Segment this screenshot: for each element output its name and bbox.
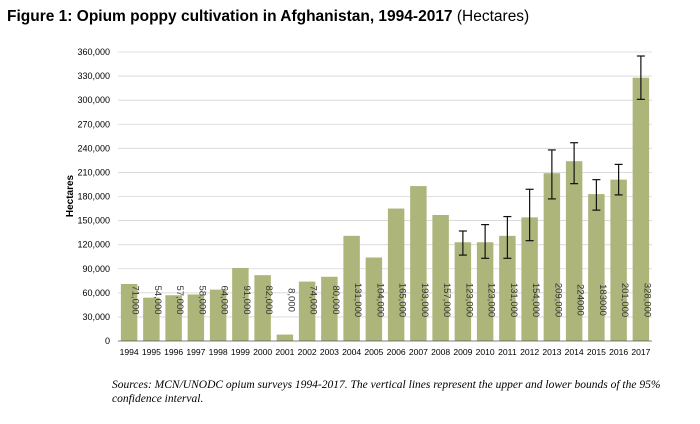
x-tick-label: 2008 <box>431 347 450 357</box>
bars <box>120 77 650 341</box>
data-label: 80,000 <box>330 285 341 314</box>
y-tick-label: 150,000 <box>77 216 110 226</box>
x-tick-label: 2005 <box>364 347 383 357</box>
x-tick-label: 1995 <box>142 347 161 357</box>
bar <box>187 294 205 341</box>
bar <box>165 295 182 341</box>
data-label: 74,000 <box>308 285 319 314</box>
x-tick-label: 2009 <box>453 347 472 357</box>
data-label: 183000 <box>597 284 608 316</box>
bar <box>276 334 294 341</box>
bar <box>632 77 650 341</box>
data-label: 57,000 <box>174 285 185 314</box>
data-labels: 71,000 54,000 57,000 58,000 64,000 91,000 82,0… <box>130 283 653 317</box>
bar <box>588 194 605 341</box>
x-tick-label: 2002 <box>298 347 317 357</box>
x-tick-label: 2015 <box>587 347 606 357</box>
y-axis-label: Hectares <box>65 174 76 217</box>
x-tick-label: 1999 <box>231 347 250 357</box>
chart-title-unit: (Hectares) <box>456 8 530 25</box>
y-tick-label: 210,000 <box>77 167 110 177</box>
y-tick-label: 60,000 <box>82 288 110 298</box>
bar <box>209 289 227 341</box>
bar <box>298 281 316 341</box>
y-tick-label: 300,000 <box>77 95 110 105</box>
bar <box>232 267 249 341</box>
y-tick-label: 30,000 <box>82 312 110 322</box>
data-label: 131,000 <box>352 283 363 317</box>
x-tick-label: 2017 <box>631 347 650 357</box>
chart-title-main: Figure 1: Opium poppy cultivation in Afg… <box>7 8 453 25</box>
y-tick-label: 330,000 <box>77 71 110 81</box>
bar <box>321 276 338 341</box>
bar <box>387 208 405 341</box>
bar <box>610 179 627 341</box>
data-label: 193,000 <box>419 283 430 317</box>
y-tick-label: 90,000 <box>82 264 110 274</box>
bar <box>565 161 583 341</box>
x-tick-label: 2012 <box>520 347 539 357</box>
data-label: 104,000 <box>374 283 385 317</box>
x-tick-label: 2000 <box>253 347 272 357</box>
x-tick-label: 2004 <box>342 347 361 357</box>
x-tick-label: 1997 <box>186 347 205 357</box>
bar <box>521 217 538 341</box>
x-tick-label: 2011 <box>498 347 517 357</box>
x-tick-label: 2006 <box>387 347 406 357</box>
bar <box>254 275 271 341</box>
data-label: 58,000 <box>196 285 207 314</box>
data-label: 8,000 <box>285 288 296 312</box>
chart-title: Figure 1: Opium poppy cultivation in Afg… <box>7 8 529 26</box>
x-tick-label: 2016 <box>609 347 628 357</box>
data-label: 328,000 <box>641 283 652 317</box>
data-label: 131,000 <box>508 283 519 317</box>
x-tick-label: 1996 <box>164 347 183 357</box>
bar <box>499 235 516 341</box>
data-label: 71,000 <box>130 285 141 314</box>
data-label: 224000 <box>575 284 586 316</box>
x-tick-label: 2014 <box>565 347 584 357</box>
data-label: 209,000 <box>552 283 563 317</box>
x-axis-ticks: 1994 1995 1996 1997 1998 1999 2000 2001 2002 2003… <box>120 347 651 357</box>
bar <box>343 235 360 341</box>
y-tick-label: 240,000 <box>77 143 110 153</box>
y-tick-label: 0 <box>105 336 110 346</box>
bar <box>543 173 561 341</box>
y-tick-label: 120,000 <box>77 240 110 250</box>
source-note: Sources: MCN/UNODC opium surveys 1994-20… <box>112 379 661 405</box>
data-label: 154,000 <box>530 283 541 317</box>
bar <box>143 297 160 341</box>
data-label: 64,000 <box>219 285 230 314</box>
x-tick-label: 1994 <box>120 347 139 357</box>
bar <box>410 186 427 341</box>
data-label: 157,000 <box>441 283 452 317</box>
x-tick-label: 2001 <box>275 347 294 357</box>
bar <box>476 242 494 341</box>
x-tick-label: 2010 <box>476 347 495 357</box>
data-label: 201,000 <box>619 283 630 317</box>
bar-chart: 0 30,000 60,000 90,000 120,000 150,000 180,000… <box>65 47 653 357</box>
x-tick-label: 2007 <box>409 347 428 357</box>
x-tick-label: 1998 <box>209 347 228 357</box>
gridlines <box>118 51 652 318</box>
data-label: 165,000 <box>397 283 408 317</box>
y-tick-label: 270,000 <box>77 119 110 129</box>
x-tick-label: 2003 <box>320 347 339 357</box>
data-label: 82,000 <box>263 285 274 314</box>
data-label: 91,000 <box>241 285 252 314</box>
data-label: 123,000 <box>463 283 474 317</box>
bar <box>454 242 472 341</box>
bar <box>120 284 138 341</box>
x-tick-label: 2013 <box>542 347 561 357</box>
data-label: 123,000 <box>486 283 497 317</box>
y-tick-label: 360,000 <box>77 47 110 57</box>
error-bars <box>458 55 645 259</box>
bar <box>365 257 383 341</box>
y-axis-ticks: 0 30,000 60,000 90,000 120,000 150,000 180,000… <box>77 47 110 346</box>
data-label: 54,000 <box>152 285 163 314</box>
y-tick-label: 180,000 <box>77 192 110 202</box>
bar <box>432 214 449 341</box>
